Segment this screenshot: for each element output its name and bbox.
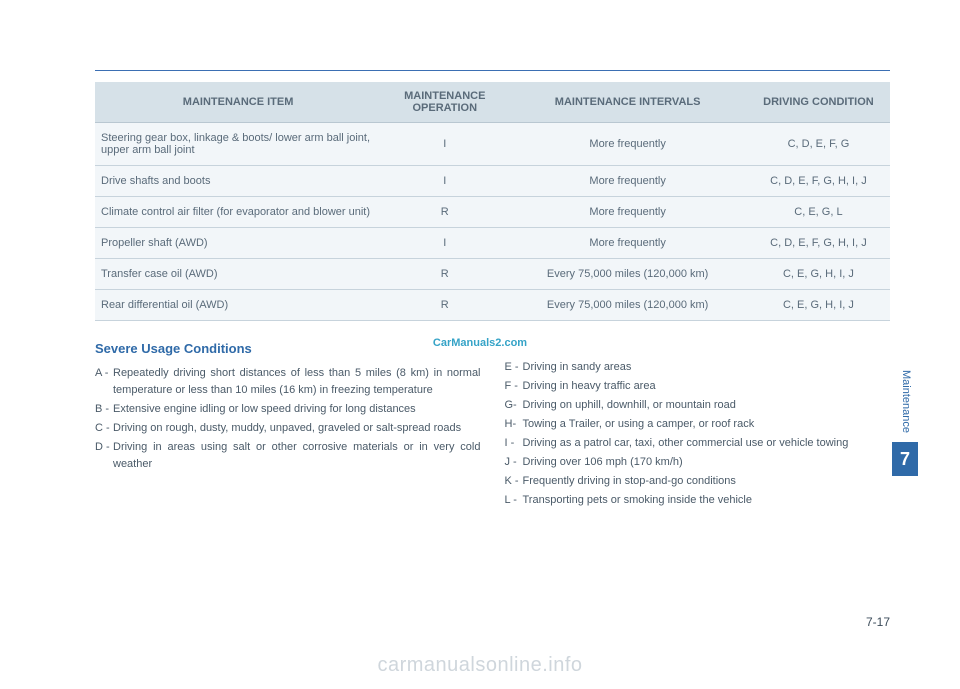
text: Driving over 106 mph (170 km/h) — [523, 454, 891, 471]
mid-watermark: CarManuals2.com — [433, 337, 527, 349]
conditions-columns: Severe Usage Conditions A -Repeatedly dr… — [95, 339, 890, 511]
text: Driving on rough, dusty, muddy, unpaved,… — [113, 420, 481, 437]
cell-op: I — [381, 123, 508, 166]
cell-op: R — [381, 197, 508, 228]
label: A - — [95, 365, 113, 399]
label: K - — [505, 473, 523, 490]
cell-item: Steering gear box, linkage & boots/ lowe… — [95, 123, 381, 166]
footer-watermark: carmanualsonline.info — [377, 654, 582, 677]
text: Towing a Trailer, or using a camper, or … — [523, 416, 891, 433]
maintenance-table: MAINTENANCE ITEM MAINTENANCE OPERATION M… — [95, 82, 890, 321]
left-column: Severe Usage Conditions A -Repeatedly dr… — [95, 339, 481, 511]
cell-interval: Every 75,000 miles (120,000 km) — [508, 290, 747, 321]
cell-interval: More frequently — [508, 228, 747, 259]
text: Driving on uphill, downhill, or mountain… — [523, 397, 891, 414]
label: B - — [95, 401, 113, 418]
cell-op: I — [381, 228, 508, 259]
th-operation: MAINTENANCE OPERATION — [381, 82, 508, 123]
text: Driving as a patrol car, taxi, other com… — [523, 435, 891, 452]
cell-item: Rear differential oil (AWD) — [95, 290, 381, 321]
label: L - — [505, 492, 523, 509]
cell-cond: C, E, G, H, I, J — [747, 290, 890, 321]
cell-op: I — [381, 166, 508, 197]
condition-j: J -Driving over 106 mph (170 km/h) — [505, 454, 891, 471]
text: Driving in heavy traffic area — [523, 378, 891, 395]
th-intervals: MAINTENANCE INTERVALS — [508, 82, 747, 123]
condition-h: H-Towing a Trailer, or using a camper, o… — [505, 416, 891, 433]
cell-cond: C, D, E, F, G, H, I, J — [747, 166, 890, 197]
text: Frequently driving in stop-and-go condit… — [523, 473, 891, 490]
condition-g: G-Driving on uphill, downhill, or mounta… — [505, 397, 891, 414]
cell-cond: C, D, E, F, G, H, I, J — [747, 228, 890, 259]
th-item: MAINTENANCE ITEM — [95, 82, 381, 123]
chapter-tab: 7 — [892, 442, 918, 476]
table-row: Steering gear box, linkage & boots/ lowe… — [95, 123, 890, 166]
label: D - — [95, 439, 113, 473]
side-section-label: Maintenance — [900, 370, 912, 433]
table-row: Drive shafts and boots I More frequently… — [95, 166, 890, 197]
condition-a: A -Repeatedly driving short distances of… — [95, 365, 481, 399]
cell-item: Propeller shaft (AWD) — [95, 228, 381, 259]
right-column: E -Driving in sandy areas F -Driving in … — [505, 339, 891, 511]
table-header-row: MAINTENANCE ITEM MAINTENANCE OPERATION M… — [95, 82, 890, 123]
condition-d: D -Driving in areas using salt or other … — [95, 439, 481, 473]
text: Extensive engine idling or low speed dri… — [113, 401, 481, 418]
page-number: 7-17 — [866, 615, 890, 629]
condition-b: B -Extensive engine idling or low speed … — [95, 401, 481, 418]
cell-op: R — [381, 259, 508, 290]
label: G- — [505, 397, 523, 414]
cell-cond: C, E, G, H, I, J — [747, 259, 890, 290]
condition-f: F -Driving in heavy traffic area — [505, 378, 891, 395]
table-row: Propeller shaft (AWD) I More frequently … — [95, 228, 890, 259]
label: F - — [505, 378, 523, 395]
label: I - — [505, 435, 523, 452]
text: Driving in sandy areas — [523, 359, 891, 376]
label: H- — [505, 416, 523, 433]
text: Transporting pets or smoking inside the … — [523, 492, 891, 509]
table-row: Transfer case oil (AWD) R Every 75,000 m… — [95, 259, 890, 290]
section-heading: Severe Usage Conditions — [95, 339, 481, 359]
condition-c: C -Driving on rough, dusty, muddy, unpav… — [95, 420, 481, 437]
condition-e: E -Driving in sandy areas — [505, 359, 891, 376]
condition-l: L -Transporting pets or smoking inside t… — [505, 492, 891, 509]
manual-page: MAINTENANCE ITEM MAINTENANCE OPERATION M… — [0, 0, 960, 689]
top-rule — [95, 70, 890, 71]
cell-cond: C, D, E, F, G — [747, 123, 890, 166]
label: J - — [505, 454, 523, 471]
text: Driving in areas using salt or other cor… — [113, 439, 481, 473]
table-row: Rear differential oil (AWD) R Every 75,0… — [95, 290, 890, 321]
cell-cond: C, E, G, L — [747, 197, 890, 228]
text: Repeatedly driving short distances of le… — [113, 365, 481, 399]
cell-item: Climate control air filter (for evaporat… — [95, 197, 381, 228]
cell-item: Drive shafts and boots — [95, 166, 381, 197]
label: C - — [95, 420, 113, 437]
cell-interval: More frequently — [508, 123, 747, 166]
table-row: Climate control air filter (for evaporat… — [95, 197, 890, 228]
th-condition: DRIVING CONDITION — [747, 82, 890, 123]
cell-interval: More frequently — [508, 166, 747, 197]
label: E - — [505, 359, 523, 376]
cell-interval: More frequently — [508, 197, 747, 228]
condition-i: I -Driving as a patrol car, taxi, other … — [505, 435, 891, 452]
cell-item: Transfer case oil (AWD) — [95, 259, 381, 290]
cell-op: R — [381, 290, 508, 321]
condition-k: K -Frequently driving in stop-and-go con… — [505, 473, 891, 490]
cell-interval: Every 75,000 miles (120,000 km) — [508, 259, 747, 290]
